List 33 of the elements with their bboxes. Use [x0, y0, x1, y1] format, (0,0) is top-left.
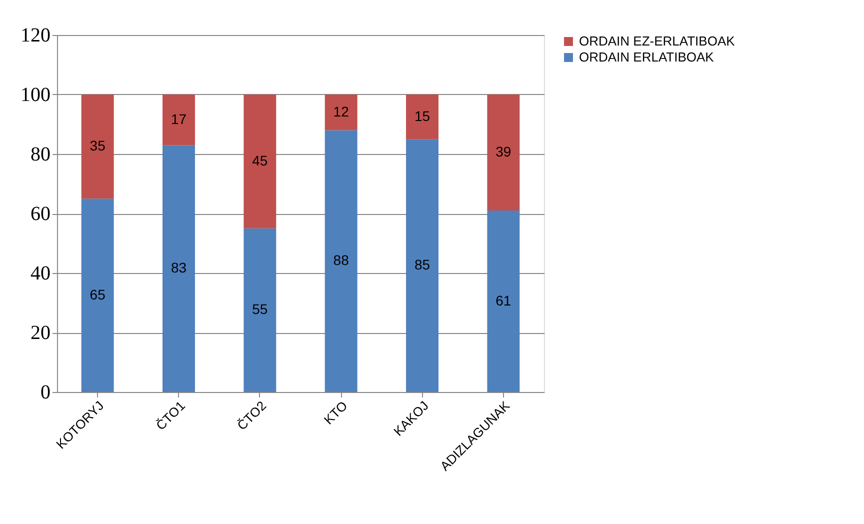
bar [244, 94, 276, 228]
data-label: 45 [252, 152, 268, 168]
data-label: 85 [414, 256, 430, 273]
data-label: 55 [252, 301, 268, 318]
y-tick-label: 0 [40, 382, 50, 404]
data-label: 15 [414, 108, 430, 124]
bar [324, 94, 358, 130]
bar [162, 94, 195, 146]
legend-label: ORDAIN EZ-ERLATIBOAK [579, 34, 736, 48]
data-label: 61 [496, 292, 512, 308]
bar [162, 145, 195, 392]
bar [244, 228, 276, 392]
bar [81, 198, 114, 392]
data-label: 88 [333, 252, 350, 268]
legend-label: ORDAIN ERLATIBOAK [579, 50, 714, 64]
y-tick-label: 100 [20, 84, 50, 106]
y-tick-label: 40 [30, 262, 50, 284]
data-label: 83 [170, 260, 187, 276]
bar [406, 139, 438, 392]
bar [324, 130, 358, 392]
y-tick-label: 60 [30, 203, 50, 225]
data-label: 39 [496, 144, 512, 160]
y-tick-label: 120 [20, 24, 50, 46]
data-label: 17 [170, 110, 187, 127]
y-tick-label: 80 [30, 144, 50, 166]
data-label: 12 [333, 103, 350, 120]
bar [487, 94, 520, 211]
bar [487, 210, 520, 392]
bar [406, 94, 438, 140]
data-label: 35 [90, 138, 106, 154]
y-tick-label: 20 [30, 322, 50, 344]
bar [81, 94, 114, 199]
data-label: 65 [90, 286, 106, 302]
